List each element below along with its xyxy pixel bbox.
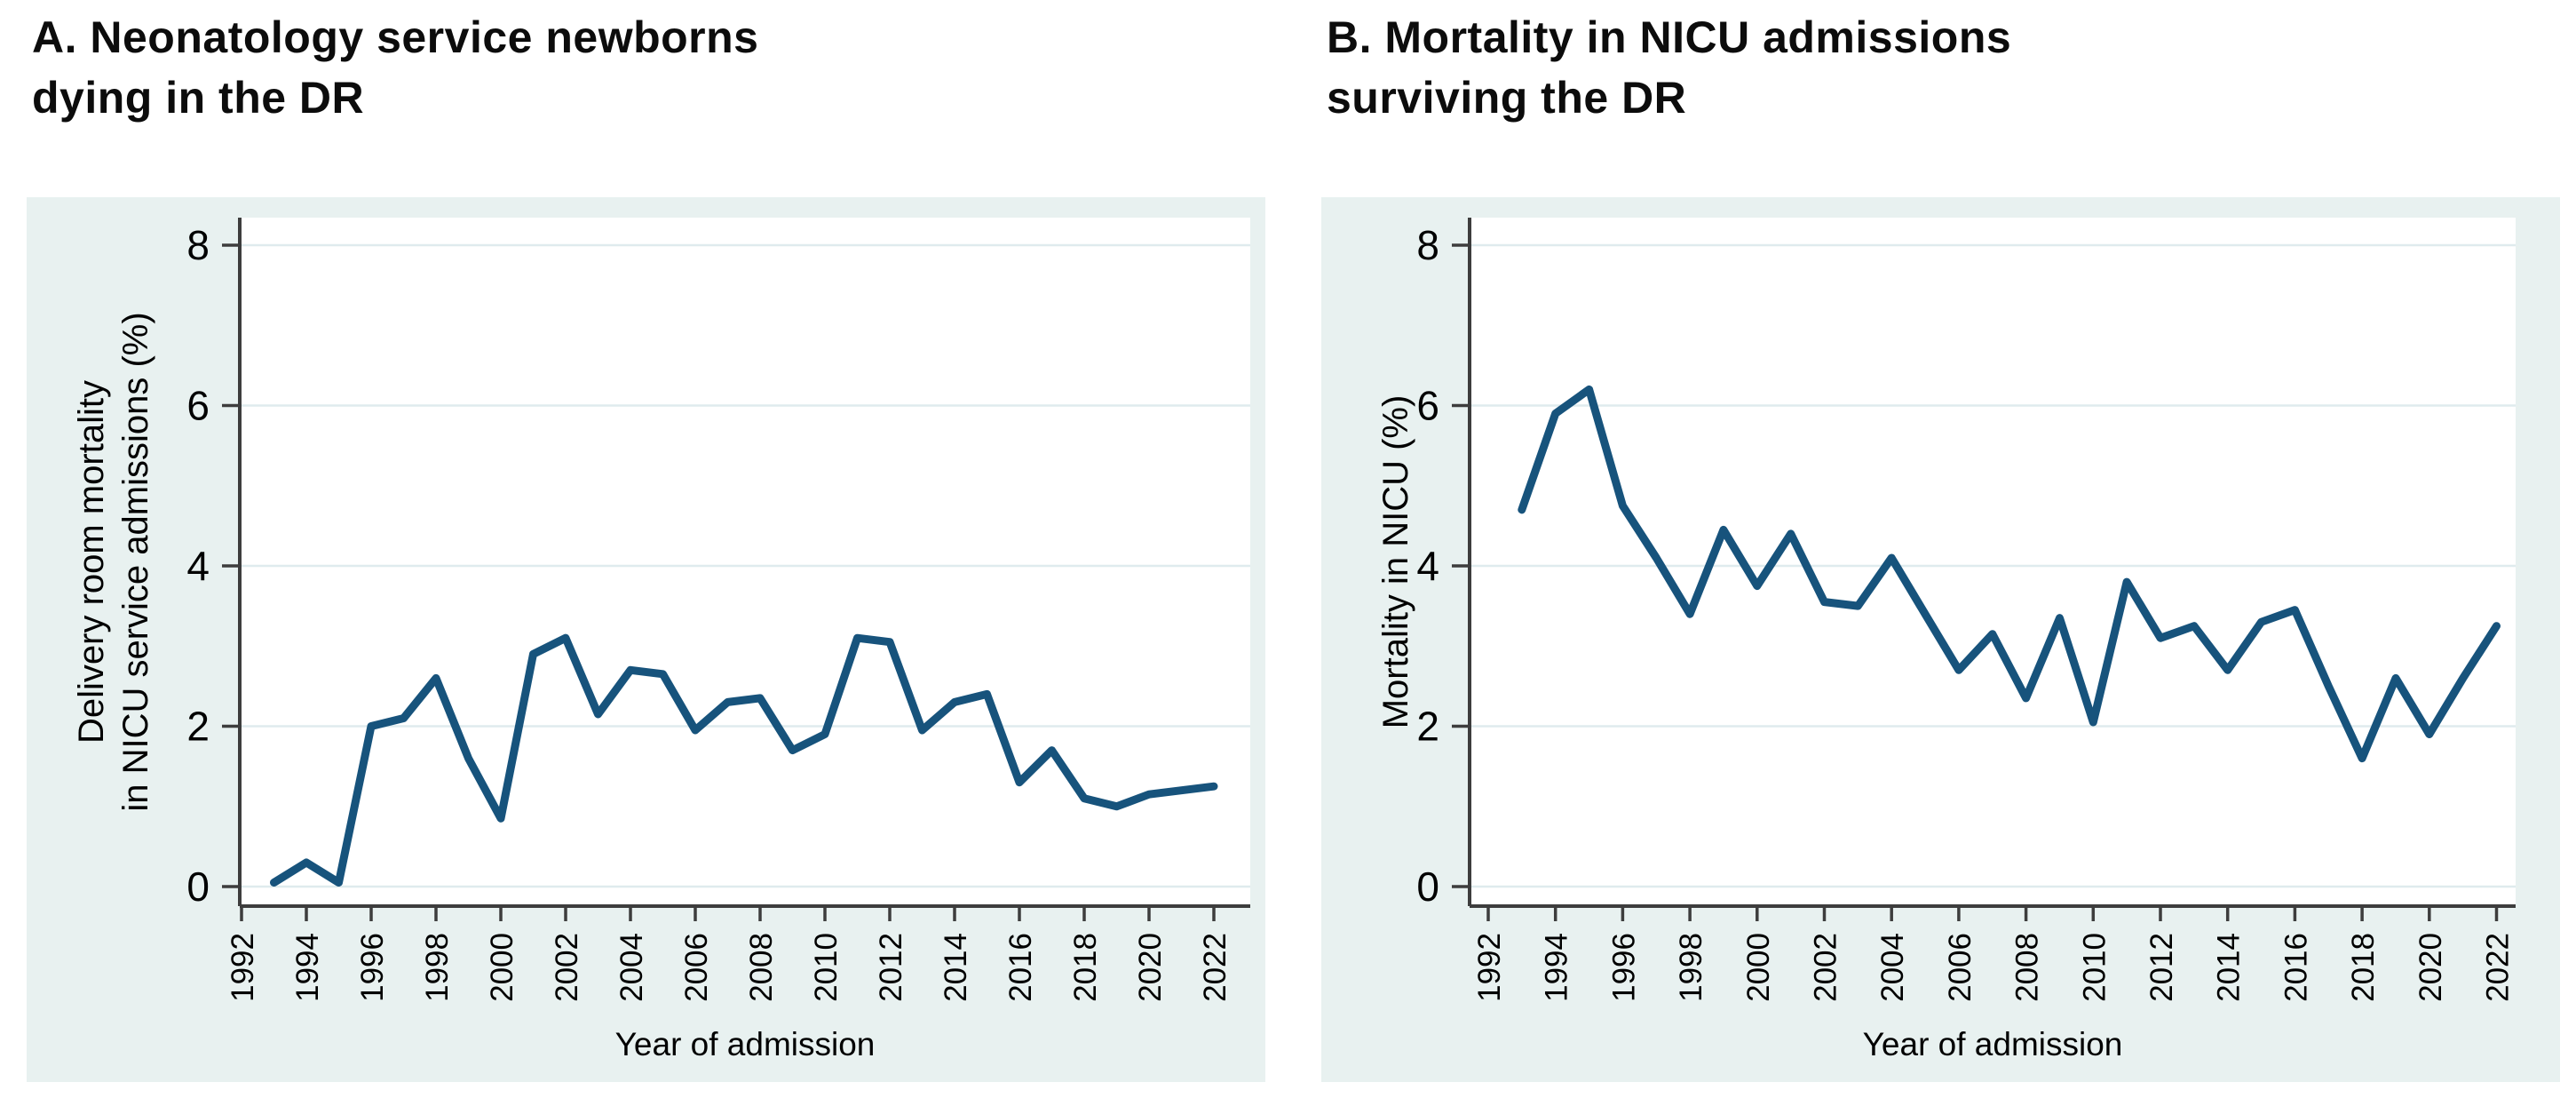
x-tick-label-1998: 1998 xyxy=(420,933,455,1002)
y-tick-label-4: 4 xyxy=(1416,543,1439,589)
plot-area xyxy=(1470,218,2516,906)
x-tick-label-2016: 2016 xyxy=(2279,933,2313,1002)
panel-a-svg: 0 2 4 6 8 1992 1994 1996 1998 2000 2002 2004 2006 200… xyxy=(27,197,1265,1082)
x-tick-label-2020: 2020 xyxy=(2414,933,2448,1002)
x-tick-label-2022: 2022 xyxy=(1198,933,1233,1002)
series-line xyxy=(1518,385,2501,763)
x-tick-label-2008: 2008 xyxy=(2010,933,2045,1002)
x-tick-label-2014: 2014 xyxy=(939,933,973,1002)
x-tick-label-2010: 2010 xyxy=(2077,933,2112,1002)
x-tick-label-2010: 2010 xyxy=(809,933,844,1002)
x-tick-label-2014: 2014 xyxy=(2212,933,2247,1002)
x-tick-label-2020: 2020 xyxy=(1133,933,1168,1002)
x-tick-label-1992: 1992 xyxy=(226,933,260,1002)
x-tick-label-2002: 2002 xyxy=(1809,933,1843,1002)
x-tick-label-2004: 2004 xyxy=(1875,933,1910,1002)
x-axis-title: Year of admission xyxy=(1863,1026,2123,1062)
x-tick-label-2018: 2018 xyxy=(1068,933,1103,1002)
panel-a-title: A. Neonatology service newborns dying in… xyxy=(32,12,759,123)
y-tick-label-8: 8 xyxy=(186,222,210,268)
x-tick-label-1994: 1994 xyxy=(290,933,325,1002)
x-tick-label-1994: 1994 xyxy=(1540,933,1574,1002)
y-tick-label-8: 8 xyxy=(1416,222,1439,268)
x-tick-label-2006: 2006 xyxy=(679,933,714,1002)
y-tick-label-4: 4 xyxy=(186,543,210,589)
x-tick-label-2012: 2012 xyxy=(874,933,908,1002)
y-axis-title-line-1: Mortality in NICU (%) xyxy=(1376,395,1415,729)
x-tick-label-2018: 2018 xyxy=(2346,933,2381,1002)
x-tick-label-1992: 1992 xyxy=(1472,933,1507,1002)
x-tick-label-2006: 2006 xyxy=(1943,933,1978,1002)
y-axis-title-line-1: Delivery room mortality xyxy=(72,380,111,744)
x-tick-label-2000: 2000 xyxy=(485,933,519,1002)
panel-b-chart: 0 2 4 6 8 1992 1994 1996 1998 2000 2002 2004 2006 200… xyxy=(1321,197,2560,1082)
x-tick-label-2012: 2012 xyxy=(2144,933,2179,1002)
panel-b-svg: 0 2 4 6 8 1992 1994 1996 1998 2000 2002 2004 2006 200… xyxy=(1321,197,2560,1082)
y-axis-title-line-2: in NICU service admissions (%) xyxy=(116,312,155,811)
y-tick-label-0: 0 xyxy=(186,863,210,910)
x-tick-label-2008: 2008 xyxy=(744,933,779,1002)
y-tick-label-0: 0 xyxy=(1416,863,1439,910)
x-tick-label-1996: 1996 xyxy=(1606,933,1641,1002)
panel-a-chart: 0 2 4 6 8 1992 1994 1996 1998 2000 2002 2004 2006 200… xyxy=(27,197,1265,1082)
y-tick-label-2: 2 xyxy=(1416,704,1439,750)
y-tick-label-6: 6 xyxy=(186,383,210,429)
x-tick-label-2016: 2016 xyxy=(1003,933,1038,1002)
x-tick-label-2002: 2002 xyxy=(550,933,584,1002)
x-tick-label-1998: 1998 xyxy=(1674,933,1708,1002)
panel-b-title: B. Mortality in NICU admissions survivin… xyxy=(1327,12,2012,123)
x-tick-label-2000: 2000 xyxy=(1741,933,1776,1002)
x-tick-label-2004: 2004 xyxy=(614,933,649,1002)
y-tick-label-6: 6 xyxy=(1416,383,1439,429)
x-tick-label-2022: 2022 xyxy=(2481,933,2516,1002)
x-axis-title: Year of admission xyxy=(615,1026,876,1062)
x-tick-label-1996: 1996 xyxy=(355,933,390,1002)
y-tick-label-2: 2 xyxy=(186,704,210,750)
series-line xyxy=(270,633,1218,887)
